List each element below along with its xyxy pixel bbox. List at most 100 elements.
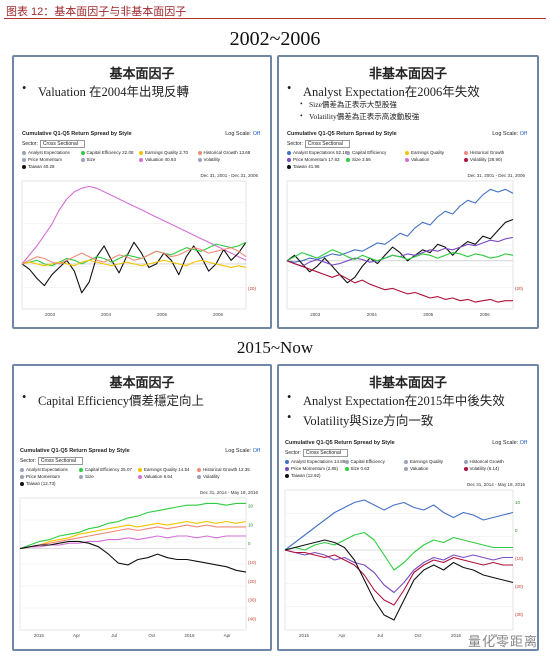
legend-label: Earnings Quality 2.70 — [145, 150, 189, 155]
legend-item[interactable]: Earnings Quality 14.54 — [138, 467, 190, 472]
legend-item[interactable]: Valuation — [404, 466, 428, 471]
legend-item[interactable]: Size 0.63 — [344, 466, 369, 471]
x-tick-label: 2015 — [299, 633, 310, 638]
legend-swatch — [405, 157, 409, 162]
log-scale-toggle[interactable]: Log Scale: Off — [225, 131, 260, 137]
legend-item[interactable]: Valuation 6.64 — [138, 474, 172, 479]
sector-dropdown[interactable]: Cross Sectional — [37, 457, 83, 465]
legend-swatch — [405, 150, 409, 155]
watermark: 量化零距离 — [467, 635, 538, 650]
legend-item[interactable]: Analyst Expectations 52.16 — [287, 150, 347, 155]
legend-swatch — [285, 473, 289, 478]
y-tick-label: (40) — [248, 617, 257, 622]
y-tick-label: (20) — [515, 584, 524, 589]
legend-item[interactable]: Valuation 40.93 — [139, 157, 176, 162]
series-line — [284, 549, 513, 594]
sector-selector: Sector: Cross Sectional — [22, 140, 85, 148]
log-scale-toggle[interactable]: Log Scale: Off — [225, 448, 260, 454]
legend-item[interactable]: Historical Growth 13.68 — [197, 150, 251, 155]
legend-swatch — [197, 474, 201, 479]
log-scale-value: Off — [252, 131, 260, 137]
legend-swatch — [138, 467, 142, 472]
legend-swatch — [287, 150, 291, 155]
date-range-label: Dec 31, 2001 - Dec 31, 2006 — [467, 173, 525, 178]
series-line — [21, 259, 247, 269]
panel-non-fundamental-2002: 非基本面因子 • Analyst Expectation在2006年失效 • S… — [277, 55, 539, 329]
legend-item[interactable]: Size — [79, 474, 94, 479]
legend-item[interactable]: Price Momentum (2.85) — [285, 466, 338, 471]
log-scale-toggle[interactable]: Log Scale: Off — [492, 440, 527, 446]
x-tick-label: 2006 — [480, 312, 491, 317]
legend-label: Capital Efficiency 25.07 — [85, 467, 132, 472]
x-tick-label: 2004 — [367, 312, 378, 317]
sub-bullet-text: Volatility價差為正表示高波動股強 — [309, 112, 420, 121]
sector-dropdown[interactable]: Cross Sectional — [39, 140, 85, 148]
legend-label: Price Momentum 17.83 — [293, 157, 340, 162]
log-scale-label: Log Scale: — [225, 131, 252, 137]
legend-item[interactable]: Volatility — [197, 157, 220, 162]
legend-item[interactable]: Earnings Quality — [404, 459, 443, 464]
legend-label: Valuation 6.64 — [144, 474, 173, 479]
log-scale-toggle[interactable]: Log Scale: Off — [492, 131, 527, 137]
legend-swatch — [139, 150, 143, 155]
legend-item[interactable]: Historical Growth — [463, 459, 504, 464]
legend-item[interactable]: Capital Efficiency — [344, 459, 385, 464]
legend-label: Valuation — [410, 466, 429, 471]
legend-item[interactable]: Size — [80, 157, 95, 162]
style-spread-chart-2002-nonfund: Cumulative Q1-Q5 Return Spread by Style L… — [286, 131, 527, 319]
x-tick-label: Oct — [414, 633, 422, 638]
legend-label: Historical Growth 13.68 — [203, 150, 251, 155]
y-tick-label: (20) — [515, 286, 524, 291]
log-scale-value: Off — [252, 448, 260, 454]
chart-title: Cumulative Q1-Q5 Return Spread by Style — [22, 131, 132, 137]
legend-item[interactable]: Earnings Quality 2.70 — [139, 150, 188, 155]
legend-item[interactable]: Analyst Expectations — [22, 150, 70, 155]
legend-item[interactable]: Historical Growth 12.35 — [197, 467, 250, 472]
x-tick-label: Apr — [338, 633, 346, 638]
legend-swatch — [346, 150, 350, 155]
plot-area: 2015 Apr Jul Oct 2016 Apr 10 0 (10) (20) (30) — [284, 489, 524, 638]
legend-item[interactable]: Capital Efficiency 25.07 — [79, 467, 132, 472]
legend-swatch — [463, 459, 468, 464]
legend-item[interactable]: Volatility (28.90) — [464, 157, 502, 162]
x-tick-label: Apr — [224, 633, 232, 638]
legend-item[interactable]: Price Momentum 17.83 — [287, 157, 340, 162]
legend-label: Historical Growth — [470, 150, 505, 155]
legend-label: Valuation 40.93 — [145, 157, 176, 162]
legend-item[interactable]: Taiwan (12.92) — [285, 473, 321, 478]
series-line — [21, 241, 247, 294]
legend-item[interactable]: Price Momentum — [20, 474, 60, 479]
legend-item[interactable]: Volatility — [197, 474, 220, 479]
legend-item[interactable]: Historical Growth — [464, 150, 504, 155]
legend-item[interactable]: Valuation — [405, 157, 429, 162]
legend-swatch — [22, 157, 26, 162]
series-line — [19, 502, 246, 550]
sector-dropdown[interactable]: Cross Sectional — [304, 140, 350, 148]
legend-item[interactable]: Taiwan 41.96 — [287, 164, 320, 169]
legend-item[interactable]: Earnings Quality — [405, 150, 444, 155]
legend-swatch — [344, 459, 349, 464]
legend-item[interactable]: Price Momentum — [22, 157, 62, 162]
legend-item[interactable]: Volatility (6.14) — [463, 466, 499, 471]
legend-item[interactable]: Analyst Expectations — [20, 467, 68, 472]
series-line — [284, 531, 513, 571]
legend-label: Earnings Quality — [410, 459, 444, 464]
legend-item[interactable]: Size 3.56 — [346, 157, 371, 162]
panel-fundamental-2015: 基本面因子 • Capital Efficiency價差穩定向上 Cumulat… — [12, 364, 272, 651]
x-tick-label: 2016 — [184, 633, 195, 638]
legend-item[interactable]: Taiwan 40.28 — [22, 164, 55, 169]
sector-dropdown[interactable]: Cross Sectional — [302, 449, 348, 457]
legend-item[interactable]: Analyst Expectations 14.89 — [285, 459, 345, 464]
log-scale-value: Off — [519, 440, 527, 446]
sub-bullet: • Volatility價差為正表示高波動股強 — [300, 111, 420, 122]
legend-item[interactable]: Taiwan (12.73) — [20, 481, 56, 486]
legend-item[interactable]: Capital Efficiency 22.08 — [80, 150, 133, 155]
sub-bullet-dot: • — [300, 111, 303, 120]
plot-area: 2015 Apr Jul Oct 2016 Apr 20 10 0 (10) (20) (30) (40… — [19, 497, 257, 638]
legend-item[interactable]: Capital Efficiency — [346, 150, 386, 155]
legend-swatch — [197, 157, 202, 162]
x-tick-label: 2006 — [213, 312, 224, 317]
legend-swatch — [287, 164, 291, 169]
x-tick-label: 2003 — [45, 312, 56, 317]
x-tick-label: Jul — [377, 633, 383, 638]
